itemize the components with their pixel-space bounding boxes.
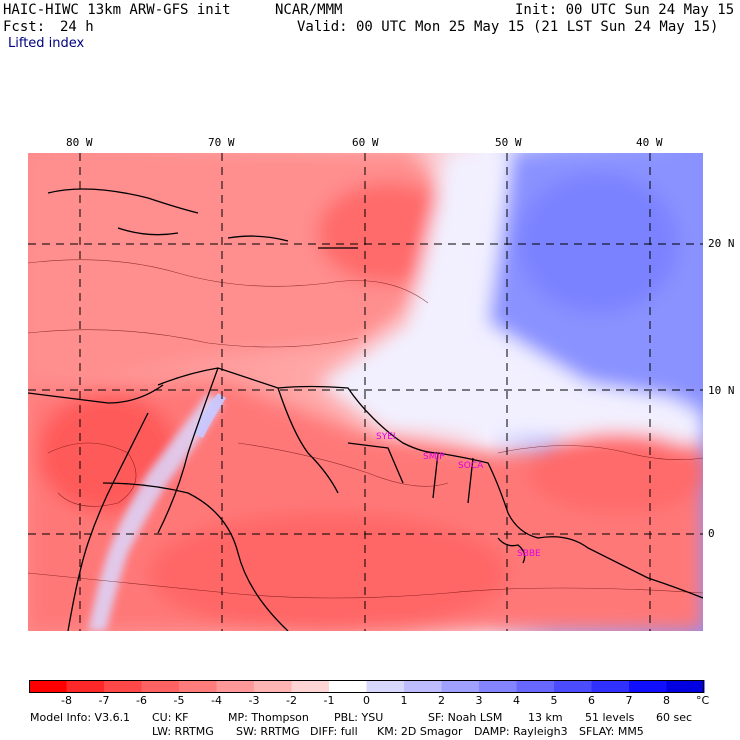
colorbar-tick-label: -6 [136, 694, 147, 707]
colorbar-tick-label: 0 [363, 694, 370, 707]
colorbar-cells [29, 680, 705, 693]
station-label-smjp: SMJP [423, 452, 445, 462]
colorbar-tick-label: 3 [475, 694, 483, 707]
lon-label-40w: 40 W [636, 136, 663, 149]
lifted-index-map [28, 153, 703, 631]
footer-km: KM: 2D Smagor [377, 725, 463, 738]
coastlines [28, 188, 703, 631]
colorbar-cell [179, 680, 217, 693]
lat-lon-grid [28, 153, 703, 631]
colorbar-cell [629, 680, 667, 693]
footer-resolution: 13 km [528, 711, 563, 724]
colorbar-cell [441, 680, 480, 693]
colorbar-tick-label: -2 [286, 694, 297, 707]
colorbar-cell [141, 680, 180, 693]
colorbar-cell [29, 680, 67, 693]
colorbar-cell [479, 680, 517, 693]
footer-damp: DAMP: Rayleigh3 [474, 725, 568, 738]
colorbar-cell [554, 680, 592, 693]
footer-cu: CU: KF [152, 711, 189, 724]
footer-sw: SW: RRTMG [236, 725, 300, 738]
footer-sflay: SFLAY: MM5 [579, 725, 644, 738]
colorbar-tick-label: -1 [323, 694, 335, 707]
field-region-atlantic-red [318, 183, 458, 283]
station-label-syei: SYEI [376, 432, 396, 442]
lon-label-60w: 60 W [352, 136, 379, 149]
valid-time: Valid: 00 UTC Mon 25 May 15 (21 LST Sun … [297, 19, 719, 35]
colorbar-tick-label: 1 [400, 694, 408, 707]
footer-levels: 51 levels [585, 711, 635, 724]
colorbar-cell [516, 680, 555, 693]
fcst-label: Fcst: [3, 19, 46, 35]
footer-pbl: PBL: YSU [334, 711, 384, 724]
colorbar-cell [104, 680, 142, 693]
footer-mp: MP: Thompson [228, 711, 309, 724]
colorbar-tick-label: 7 [625, 694, 633, 707]
colorbar-cell [216, 680, 255, 693]
colorbar-tick-label: 2 [438, 694, 445, 707]
title-left: HAIC-HIWC 13km ARW-GFS init [3, 2, 231, 18]
field-region-amazon-red [148, 513, 508, 631]
lon-label-70w: 70 W [208, 136, 235, 149]
colorbar-tick-label: -5 [173, 694, 185, 707]
colorbar-cell [254, 680, 292, 693]
colorbar-tick-label: 6 [588, 694, 595, 707]
colorbar-cell [666, 680, 705, 693]
init-time: Init: 00 UTC Sun 24 May 15 [515, 2, 735, 18]
lat-label-10n: 10 N [708, 384, 735, 397]
footer-sf: SF: Noah LSM [428, 711, 503, 724]
colorbar-cell [291, 680, 330, 693]
colorbar-tick-label: 4 [513, 694, 520, 707]
colorbar-tick-label: 5 [550, 694, 558, 707]
andes-stable-band [88, 393, 223, 631]
lat-label-0: 0 [708, 527, 715, 540]
footer-lw: LW: RRTMG [152, 725, 214, 738]
colorbar-cell [329, 680, 367, 693]
field-name: Lifted index [8, 36, 85, 51]
colorbar-tick-label: -7 [98, 694, 110, 707]
colorbar-cell [591, 680, 630, 693]
footer-timestep: 60 sec [656, 711, 693, 724]
colorbar-cell [366, 680, 405, 693]
field-region-blue-core [518, 173, 678, 313]
andes-north-band [193, 393, 226, 438]
contour-lines [28, 259, 703, 599]
lon-label-80w: 80 W [66, 136, 93, 149]
footer-diff: DIFF: full [310, 725, 358, 738]
colorbar-tick-label: -8 [61, 694, 72, 707]
station-label-soca: SOCA [458, 461, 484, 471]
colorbar [29, 680, 705, 693]
colorbar-tick-label: -4 [211, 694, 222, 707]
colorbar-cell [404, 680, 442, 693]
colorbar-frame [29, 680, 704, 693]
field-region-brazil-red [528, 433, 703, 513]
lat-label-20n: 20 N [708, 237, 735, 250]
lon-label-50w: 50 W [495, 136, 522, 149]
colorbar-unit: °C [696, 694, 710, 707]
title-source: NCAR/MMM [275, 2, 343, 18]
station-label-sbbe: SBBE [517, 549, 541, 559]
fcst-value: 24 h [60, 19, 94, 35]
colorbar-tick-label: -3 [248, 694, 260, 707]
footer-model-info: Model Info: V3.6.1 [30, 711, 131, 724]
colorbar-tick-label: 8 [663, 694, 670, 707]
colorbar-cell [66, 680, 105, 693]
